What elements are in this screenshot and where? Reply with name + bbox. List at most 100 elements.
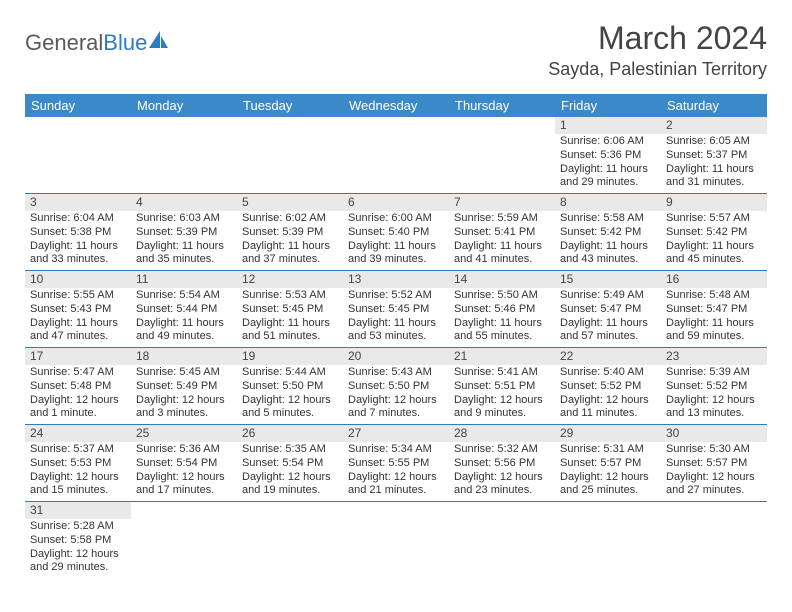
calendar-cell: 14Sunrise: 5:50 AMSunset: 5:46 PMDayligh… [449,271,555,348]
sunset-text: Sunset: 5:47 PM [666,303,762,317]
daylight-text: Daylight: 11 hours [136,240,232,254]
daylight-text: Daylight: 12 hours [136,471,232,485]
day-content: Sunrise: 5:55 AMSunset: 5:43 PMDaylight:… [25,288,131,347]
sunrise-text: Sunrise: 5:50 AM [454,289,550,303]
sunrise-text: Sunrise: 5:59 AM [454,212,550,226]
daylight-text: and 49 minutes. [136,330,232,344]
daylight-text: Daylight: 11 hours [454,240,550,254]
day-content: Sunrise: 5:53 AMSunset: 5:45 PMDaylight:… [237,288,343,347]
day-number: 31 [25,502,131,519]
sunrise-text: Sunrise: 5:49 AM [560,289,656,303]
daylight-text: Daylight: 11 hours [30,317,126,331]
daylight-text: and 45 minutes. [666,253,762,267]
sunset-text: Sunset: 5:53 PM [30,457,126,471]
weekday-header: Sunday [25,94,131,117]
day-content: Sunrise: 5:41 AMSunset: 5:51 PMDaylight:… [449,365,555,424]
day-content: Sunrise: 5:30 AMSunset: 5:57 PMDaylight:… [661,442,767,501]
day-number: 28 [449,425,555,442]
daylight-text: and 25 minutes. [560,484,656,498]
day-content: Sunrise: 6:02 AMSunset: 5:39 PMDaylight:… [237,211,343,270]
daylight-text: and 27 minutes. [666,484,762,498]
daylight-text: and 43 minutes. [560,253,656,267]
sunset-text: Sunset: 5:44 PM [136,303,232,317]
sunrise-text: Sunrise: 5:45 AM [136,366,232,380]
sunrise-text: Sunrise: 5:53 AM [242,289,338,303]
day-content: Sunrise: 5:37 AMSunset: 5:53 PMDaylight:… [25,442,131,501]
day-content: Sunrise: 5:32 AMSunset: 5:56 PMDaylight:… [449,442,555,501]
day-content: Sunrise: 6:03 AMSunset: 5:39 PMDaylight:… [131,211,237,270]
daylight-text: and 19 minutes. [242,484,338,498]
day-number: 8 [555,194,661,211]
daylight-text: and 15 minutes. [30,484,126,498]
day-number: 18 [131,348,237,365]
daylight-text: Daylight: 11 hours [666,240,762,254]
daylight-text: Daylight: 11 hours [136,317,232,331]
calendar-cell: 7Sunrise: 5:59 AMSunset: 5:41 PMDaylight… [449,194,555,271]
sunset-text: Sunset: 5:43 PM [30,303,126,317]
daylight-text: Daylight: 12 hours [666,394,762,408]
daylight-text: and 5 minutes. [242,407,338,421]
daylight-text: Daylight: 12 hours [560,471,656,485]
day-content: Sunrise: 5:52 AMSunset: 5:45 PMDaylight:… [343,288,449,347]
sunrise-text: Sunrise: 5:34 AM [348,443,444,457]
daylight-text: and 39 minutes. [348,253,444,267]
daylight-text: Daylight: 12 hours [30,548,126,562]
day-number: 24 [25,425,131,442]
day-content: Sunrise: 6:04 AMSunset: 5:38 PMDaylight:… [25,211,131,270]
day-number: 1 [555,117,661,134]
daylight-text: Daylight: 11 hours [348,240,444,254]
daylight-text: and 13 minutes. [666,407,762,421]
sunset-text: Sunset: 5:51 PM [454,380,550,394]
sunrise-text: Sunrise: 6:05 AM [666,135,762,149]
daylight-text: Daylight: 11 hours [242,240,338,254]
day-number: 16 [661,271,767,288]
sunrise-text: Sunrise: 5:35 AM [242,443,338,457]
day-number: 6 [343,194,449,211]
sunset-text: Sunset: 5:52 PM [666,380,762,394]
daylight-text: and 33 minutes. [30,253,126,267]
weekday-header: Saturday [661,94,767,117]
daylight-text: and 3 minutes. [136,407,232,421]
weekday-header: Thursday [449,94,555,117]
logo-text: GeneralBlue [25,30,147,56]
daylight-text: Daylight: 11 hours [242,317,338,331]
day-content: Sunrise: 5:47 AMSunset: 5:48 PMDaylight:… [25,365,131,424]
day-number: 17 [25,348,131,365]
sunset-text: Sunset: 5:42 PM [666,226,762,240]
sunrise-text: Sunrise: 6:04 AM [30,212,126,226]
daylight-text: and 57 minutes. [560,330,656,344]
sunrise-text: Sunrise: 5:40 AM [560,366,656,380]
logo: GeneralBlue [25,30,169,56]
sunrise-text: Sunrise: 6:06 AM [560,135,656,149]
day-number: 25 [131,425,237,442]
sunset-text: Sunset: 5:54 PM [242,457,338,471]
sunset-text: Sunset: 5:42 PM [560,226,656,240]
sunset-text: Sunset: 5:57 PM [666,457,762,471]
sunset-text: Sunset: 5:38 PM [30,226,126,240]
daylight-text: Daylight: 12 hours [242,471,338,485]
sunset-text: Sunset: 5:56 PM [454,457,550,471]
daylight-text: and 1 minute. [30,407,126,421]
day-number: 13 [343,271,449,288]
calendar-cell [343,502,449,579]
calendar-cell [555,502,661,579]
day-number: 21 [449,348,555,365]
daylight-text: Daylight: 12 hours [242,394,338,408]
daylight-text: Daylight: 11 hours [454,317,550,331]
calendar-cell: 22Sunrise: 5:40 AMSunset: 5:52 PMDayligh… [555,348,661,425]
sunrise-text: Sunrise: 5:36 AM [136,443,232,457]
sunrise-text: Sunrise: 5:37 AM [30,443,126,457]
sunset-text: Sunset: 5:49 PM [136,380,232,394]
day-content: Sunrise: 5:44 AMSunset: 5:50 PMDaylight:… [237,365,343,424]
calendar-cell: 21Sunrise: 5:41 AMSunset: 5:51 PMDayligh… [449,348,555,425]
sunrise-text: Sunrise: 5:44 AM [242,366,338,380]
sunset-text: Sunset: 5:46 PM [454,303,550,317]
daylight-text: Daylight: 12 hours [136,394,232,408]
day-content: Sunrise: 5:54 AMSunset: 5:44 PMDaylight:… [131,288,237,347]
day-number: 3 [25,194,131,211]
day-content: Sunrise: 6:00 AMSunset: 5:40 PMDaylight:… [343,211,449,270]
calendar-row: 17Sunrise: 5:47 AMSunset: 5:48 PMDayligh… [25,348,767,425]
calendar-cell [661,502,767,579]
calendar-cell: 19Sunrise: 5:44 AMSunset: 5:50 PMDayligh… [237,348,343,425]
calendar-cell: 6Sunrise: 6:00 AMSunset: 5:40 PMDaylight… [343,194,449,271]
